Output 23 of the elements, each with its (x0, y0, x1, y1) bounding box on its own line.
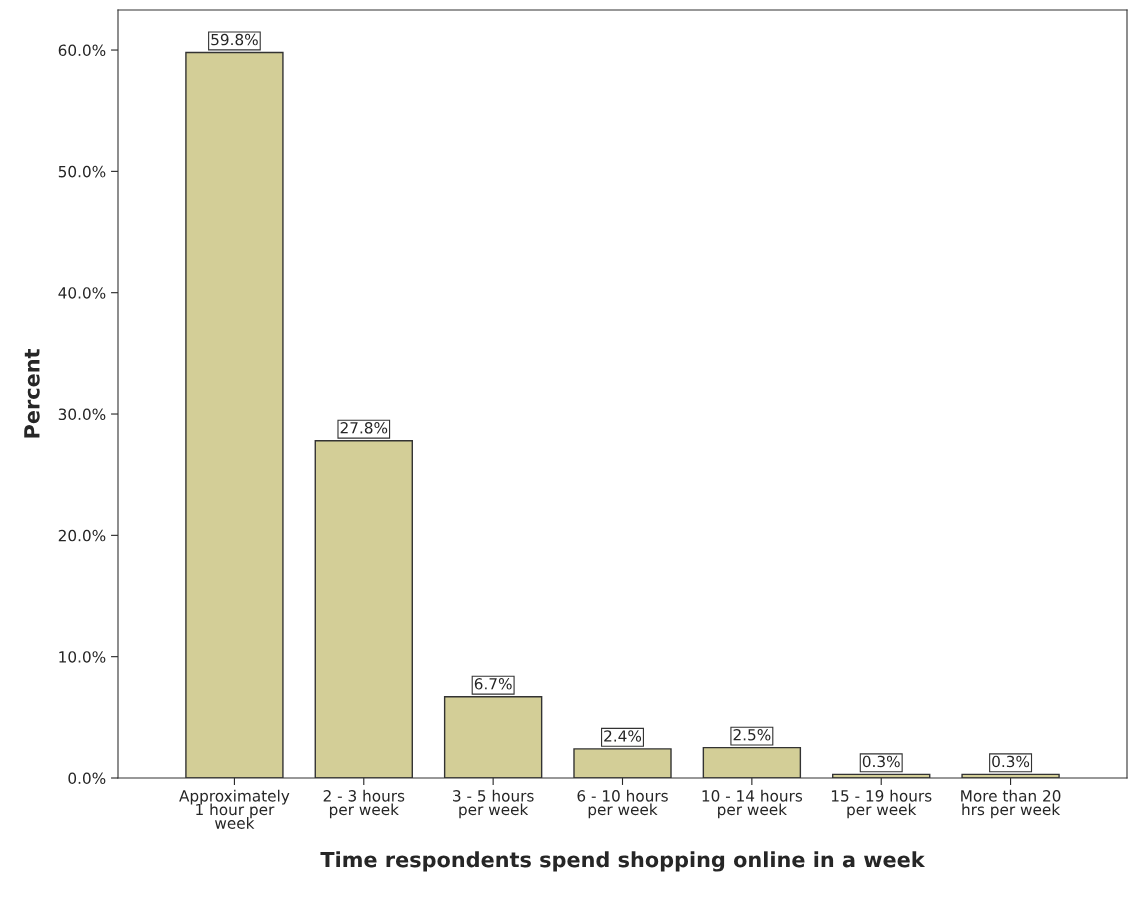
y-tick-label: 50.0% (58, 165, 106, 178)
y-tick-label: 10.0% (59, 651, 106, 663)
data-label: 2.4% (604, 730, 642, 742)
y-tick-label: 30.0% (58, 408, 106, 421)
x-tick-label: 15 - 19 hours per week (831, 789, 932, 819)
x-tick-label: 10 - 14 hours per week (702, 789, 803, 819)
data-label: 59.8% (211, 33, 258, 46)
data-label: 0.3% (992, 755, 1030, 768)
data-label: 2.5% (733, 728, 771, 741)
x-tick-label: 2 - 3 hours per week (323, 789, 405, 819)
y-tick-label: 0.0% (68, 772, 106, 785)
x-axis-title: Time respondents spend shopping online in a week (320, 851, 926, 872)
data-label: 0.3% (862, 755, 900, 768)
x-tick-label: 6 - 10 hours per week (577, 789, 668, 819)
y-tick-label: 60.0% (58, 44, 106, 57)
x-tick-label: Approximately 1 hour per week (179, 789, 290, 829)
y-axis-title: Percent (24, 349, 40, 438)
data-label: 6.7% (474, 678, 512, 690)
y-tick-label: 40.0% (58, 287, 106, 299)
y-tick-label: 20.0% (58, 529, 106, 542)
x-tick-label: 3 - 5 hours per week (453, 789, 534, 819)
x-tick-label: More than 20 hrs per week (961, 789, 1061, 819)
data-label: 27.8% (340, 422, 388, 434)
